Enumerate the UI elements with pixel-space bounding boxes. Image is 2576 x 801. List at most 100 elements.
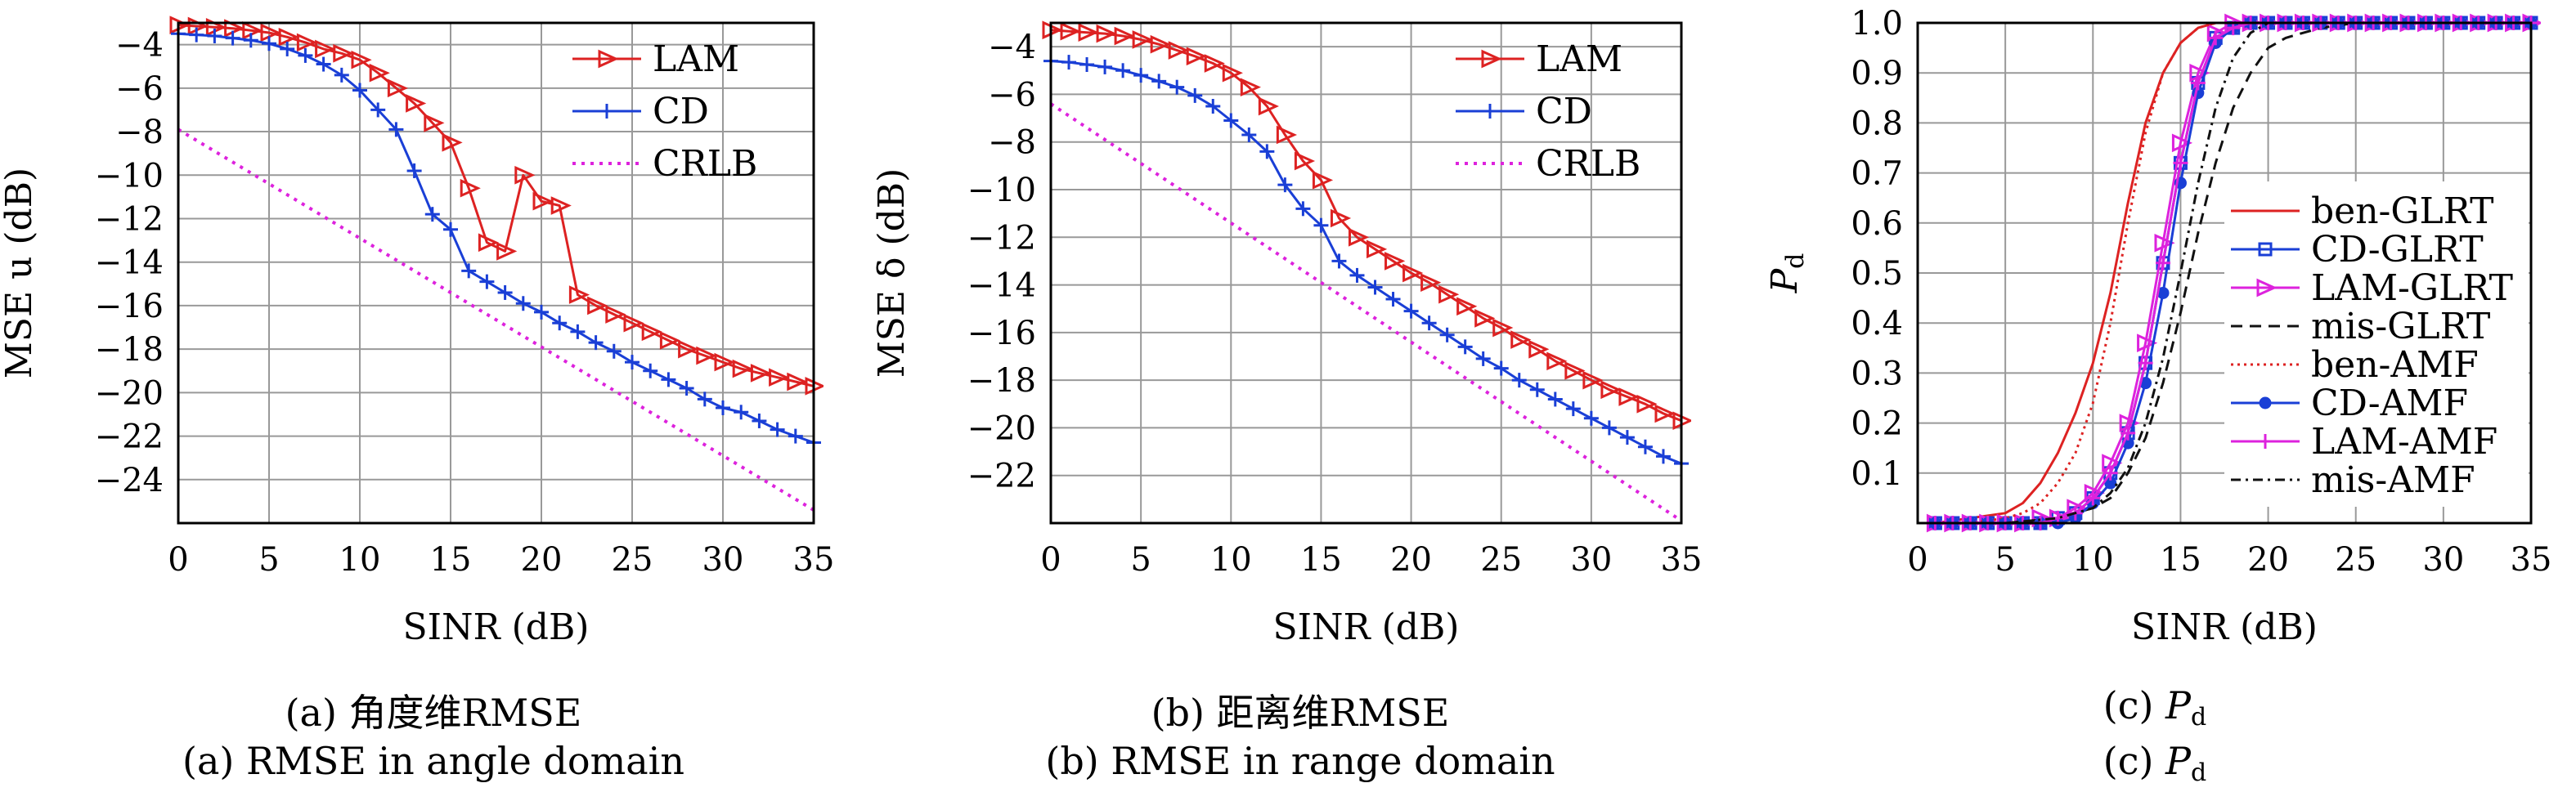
point-lam-30	[1582, 370, 1604, 390]
point-lam-34	[787, 372, 808, 392]
point-lam-31	[1600, 380, 1622, 400]
point-cd-25	[1493, 360, 1509, 376]
legend-label-cd-glrt: CD-GLRT	[2311, 229, 2484, 271]
point-lam-6	[1150, 34, 1171, 54]
point-cd-18	[497, 284, 513, 300]
y-axis-label-symbol: P	[1764, 267, 1806, 293]
legend-marker-cd	[599, 104, 614, 119]
x-tick-label-6: 30	[2422, 541, 2464, 579]
point-lam-25	[623, 313, 644, 333]
point-cd-13	[406, 163, 422, 178]
legend-label-crlb: CRLB	[653, 143, 757, 185]
series-markers-lam	[169, 16, 824, 396]
x-tick-label-4: 20	[1390, 541, 1432, 579]
point-lam-amf-16	[2208, 30, 2224, 46]
chart-c: 0 5 10 15 20 25 30 35 0.1 0.2 0.3 0.4 0.5 0.6 0.7 0.8 0.…	[1764, 5, 2551, 648]
ticks-c: 0 5 10 15 20 25 30 35 0.1 0.2 0.3 0.4 0.5 0.6 0.7 0.8 0.…	[1851, 5, 2551, 579]
x-tick-label-6: 30	[1570, 541, 1612, 579]
legend-label-ben-amf: ben-AMF	[2311, 344, 2479, 386]
x-tick-label-7: 35	[1661, 541, 1703, 579]
point-cd-3	[225, 30, 240, 46]
point-lam-32	[1618, 387, 1640, 406]
point-cd-15	[1313, 217, 1329, 233]
point-cd-10	[1223, 113, 1239, 128]
point-cd-11	[370, 102, 386, 118]
point-lam-32	[750, 364, 772, 383]
point-lam-14	[1294, 151, 1316, 171]
legend-label-lam-amf: LAM-AMF	[2311, 421, 2497, 463]
point-lam-glrt-12	[2137, 333, 2158, 352]
legend-label-mis-amf: mis-AMF	[2311, 459, 2475, 501]
legend-label-lam: LAM	[1536, 38, 1622, 80]
caption-a-english: (a) RMSE in angle domain	[182, 739, 684, 783]
legend-marker-lam	[598, 49, 619, 69]
panel-c: 0 5 10 15 20 25 30 35 0.1 0.2 0.3 0.4 0.5 0.6 0.7 0.8 0.…	[1734, 0, 2576, 801]
point-lam-9	[333, 43, 354, 63]
point-cd-28	[1547, 392, 1563, 407]
point-lam-12	[1258, 96, 1279, 116]
x-axis-label: SINR (dB)	[1273, 606, 1460, 648]
point-cd-22	[1439, 327, 1455, 342]
point-lam-24	[1474, 309, 1496, 328]
caption-c-2: (c) Pd	[1734, 739, 2576, 787]
point-lam-19	[514, 165, 536, 185]
legend-label-cd: CD	[653, 91, 709, 132]
point-lam-33	[769, 368, 790, 387]
point-lam-glrt-14	[2171, 133, 2193, 153]
y-tick-label-4: −16	[95, 288, 164, 325]
y-tick-label-5: 0.6	[1851, 205, 1903, 243]
point-lam-5	[1132, 30, 1153, 49]
point-lam-29	[696, 346, 717, 365]
point-cd-19	[1385, 292, 1401, 307]
series-a	[169, 16, 824, 512]
point-lam-22	[568, 285, 590, 304]
y-tick-label-1: 0.2	[1851, 405, 1903, 443]
point-lam-9	[1204, 54, 1225, 73]
point-cd-10	[352, 83, 367, 98]
x-tick-label-0: 0	[168, 541, 188, 579]
legend-marker-cd-glrt	[2258, 242, 2273, 257]
point-cd-30	[1583, 410, 1599, 426]
point-cd-26	[643, 363, 658, 378]
y-tick-label-0: −22	[967, 458, 1036, 495]
y-tick-label-3: −16	[967, 315, 1036, 352]
y-tick-label-7: −10	[95, 157, 164, 195]
point-lam-18	[496, 242, 518, 261]
y-tick-label-2: −18	[967, 362, 1036, 400]
legend-c: ben-GLRTCD-GLRTLAM-GLRTmis-GLRTben-AMFCD…	[2224, 181, 2529, 507]
point-lam-29	[1564, 361, 1586, 380]
point-cd-33	[770, 422, 785, 437]
legend-label-ben-glrt: ben-GLRT	[2311, 190, 2493, 232]
point-lam-glrt-13	[2154, 233, 2175, 253]
x-tick-label-6: 30	[702, 541, 744, 579]
y-tick-label-8: −8	[115, 114, 164, 151]
legend-label-mis-glrt: mis-GLRT	[2311, 306, 2490, 347]
point-lam-22	[1438, 284, 1460, 304]
legend-label-crlb: CRLB	[1536, 143, 1640, 185]
series-line-cd	[177, 32, 815, 444]
x-tick-label-5: 25	[2335, 541, 2376, 579]
y-tick-label-6: −12	[95, 200, 164, 238]
series-b	[1042, 20, 1691, 522]
point-lam-amf-10	[2103, 465, 2118, 481]
point-cd-4	[1115, 63, 1131, 78]
legend-b: LAM CD CRLB	[1456, 38, 1640, 185]
point-cd-7	[298, 47, 313, 63]
point-cd-8	[316, 56, 331, 72]
legend-label-cd: CD	[1536, 91, 1592, 132]
point-cd-23	[1457, 339, 1473, 355]
point-lam-1	[1060, 21, 1081, 41]
caption-c-1-prefix: (c)	[2103, 683, 2166, 727]
point-cd-22	[570, 324, 586, 339]
x-axis-label: SINR (dB)	[2131, 606, 2318, 648]
x-tick-label-1: 5	[1130, 541, 1151, 579]
point-lam-33	[1636, 394, 1658, 414]
y-tick-label-2: 0.3	[1851, 355, 1903, 392]
plot-frame	[177, 21, 815, 525]
caption-c-1: (c) Pd	[1734, 683, 2576, 732]
point-lam-15	[442, 133, 463, 152]
y-tick-label-4: 0.5	[1851, 255, 1903, 293]
x-tick-label-3: 15	[1300, 541, 1342, 579]
x-tick-label-2: 10	[339, 541, 381, 579]
x-axis-label: SINR (dB)	[403, 606, 590, 648]
